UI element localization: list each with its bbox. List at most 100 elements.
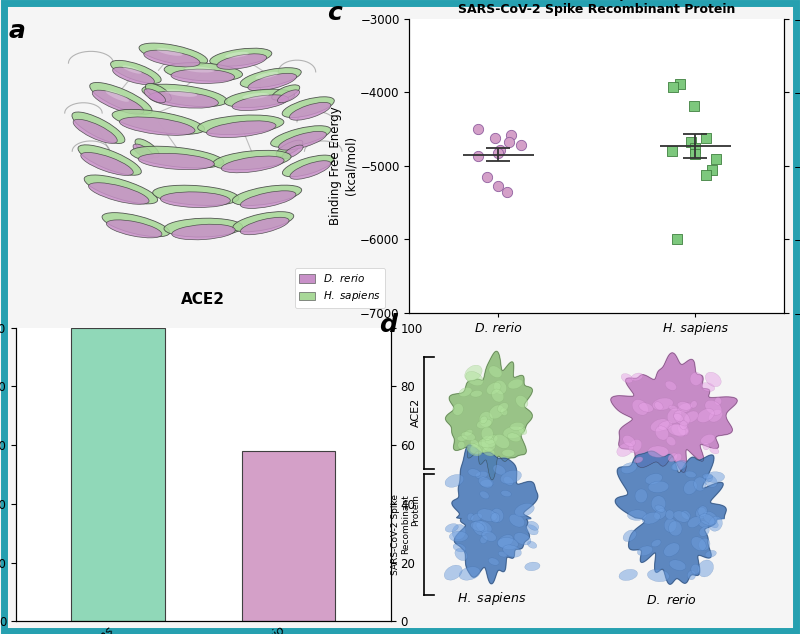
Ellipse shape	[452, 524, 466, 540]
Ellipse shape	[671, 462, 686, 470]
Ellipse shape	[486, 435, 498, 444]
Ellipse shape	[222, 156, 284, 173]
Ellipse shape	[232, 185, 302, 205]
Ellipse shape	[702, 474, 713, 479]
Ellipse shape	[478, 438, 496, 448]
Ellipse shape	[475, 521, 482, 527]
Ellipse shape	[698, 538, 710, 550]
Ellipse shape	[144, 50, 200, 67]
Ellipse shape	[160, 192, 230, 207]
Ellipse shape	[476, 521, 492, 533]
Ellipse shape	[623, 436, 635, 446]
Ellipse shape	[498, 552, 507, 557]
Ellipse shape	[465, 365, 482, 381]
Ellipse shape	[680, 420, 688, 430]
Ellipse shape	[255, 72, 278, 79]
Point	[666, 146, 678, 157]
Ellipse shape	[106, 90, 129, 102]
Ellipse shape	[450, 531, 468, 541]
Text: ACE2: ACE2	[410, 398, 421, 427]
Ellipse shape	[705, 400, 722, 415]
Point	[710, 153, 722, 164]
Ellipse shape	[503, 476, 514, 486]
Ellipse shape	[655, 505, 665, 512]
Ellipse shape	[699, 514, 715, 526]
Ellipse shape	[701, 383, 714, 391]
Ellipse shape	[678, 424, 689, 436]
Point	[688, 143, 701, 153]
Ellipse shape	[477, 419, 492, 429]
Ellipse shape	[206, 121, 276, 138]
Ellipse shape	[486, 382, 501, 394]
Ellipse shape	[670, 560, 686, 571]
Ellipse shape	[655, 426, 669, 440]
Ellipse shape	[157, 48, 182, 56]
Ellipse shape	[507, 433, 521, 442]
Ellipse shape	[703, 512, 718, 524]
Ellipse shape	[706, 372, 721, 387]
Ellipse shape	[480, 479, 494, 487]
Polygon shape	[452, 445, 538, 584]
Ellipse shape	[509, 514, 525, 527]
Ellipse shape	[464, 429, 473, 436]
Ellipse shape	[652, 398, 673, 410]
Point	[700, 170, 713, 180]
Ellipse shape	[110, 60, 161, 84]
Ellipse shape	[671, 424, 686, 437]
Ellipse shape	[459, 387, 472, 397]
Ellipse shape	[470, 514, 482, 522]
Point	[666, 82, 679, 92]
Ellipse shape	[213, 150, 291, 170]
Ellipse shape	[709, 410, 722, 422]
Ellipse shape	[92, 90, 144, 114]
Ellipse shape	[502, 545, 522, 557]
Ellipse shape	[112, 110, 205, 134]
Ellipse shape	[138, 153, 214, 170]
Ellipse shape	[119, 117, 195, 136]
Ellipse shape	[270, 126, 331, 147]
Ellipse shape	[678, 403, 693, 413]
Ellipse shape	[282, 97, 334, 117]
Ellipse shape	[629, 439, 642, 453]
Ellipse shape	[705, 550, 716, 557]
Ellipse shape	[278, 131, 326, 150]
Ellipse shape	[149, 91, 218, 108]
Point	[706, 165, 718, 175]
Ellipse shape	[502, 450, 515, 456]
Ellipse shape	[617, 443, 634, 456]
Text: $H.\ sapiens$: $H.\ sapiens$	[457, 590, 526, 607]
Ellipse shape	[621, 463, 637, 474]
Ellipse shape	[697, 408, 714, 422]
Ellipse shape	[198, 115, 284, 134]
Ellipse shape	[248, 74, 297, 91]
Ellipse shape	[684, 411, 698, 423]
Ellipse shape	[710, 447, 719, 454]
Ellipse shape	[290, 161, 330, 179]
Ellipse shape	[687, 571, 696, 579]
Ellipse shape	[185, 67, 214, 72]
Ellipse shape	[272, 85, 300, 100]
Ellipse shape	[453, 403, 463, 415]
Ellipse shape	[619, 569, 638, 581]
Ellipse shape	[282, 155, 334, 177]
Ellipse shape	[674, 453, 682, 462]
Ellipse shape	[455, 548, 467, 560]
Ellipse shape	[690, 401, 697, 408]
Ellipse shape	[501, 408, 507, 415]
Ellipse shape	[678, 402, 691, 410]
Ellipse shape	[142, 84, 227, 107]
Ellipse shape	[651, 496, 666, 512]
Polygon shape	[611, 353, 737, 472]
Ellipse shape	[664, 518, 677, 533]
Ellipse shape	[276, 140, 303, 157]
Point	[670, 235, 683, 245]
Text: a: a	[9, 19, 26, 43]
Ellipse shape	[647, 569, 670, 582]
Ellipse shape	[527, 541, 537, 548]
Ellipse shape	[133, 144, 154, 158]
Ellipse shape	[525, 562, 540, 571]
Ellipse shape	[226, 52, 249, 58]
Ellipse shape	[667, 408, 682, 424]
Point	[505, 130, 518, 140]
Ellipse shape	[500, 470, 522, 484]
